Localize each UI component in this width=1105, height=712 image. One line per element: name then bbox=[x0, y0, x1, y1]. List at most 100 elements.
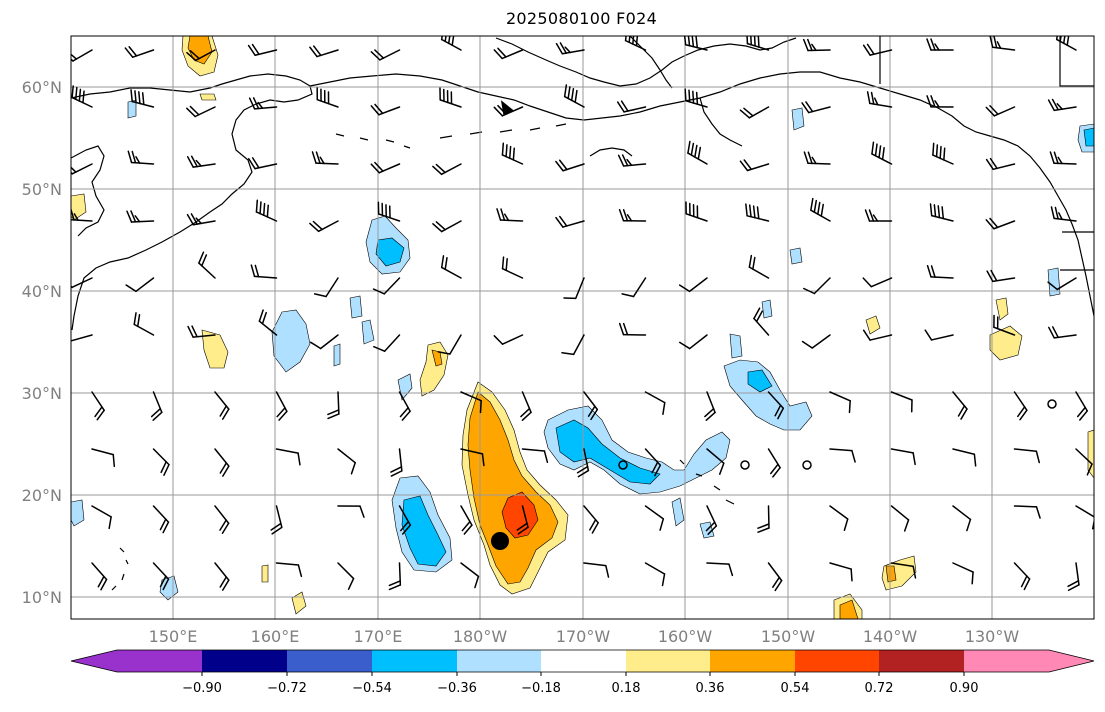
wind-barb bbox=[275, 448, 301, 466]
wind-barb bbox=[924, 329, 954, 341]
coastlines bbox=[71, 36, 1094, 591]
wind-barb bbox=[316, 87, 339, 108]
coastline bbox=[679, 459, 735, 505]
wind-barb bbox=[275, 391, 288, 421]
wind-barb bbox=[460, 562, 480, 589]
wind-barb bbox=[373, 334, 401, 352]
wind-barb bbox=[133, 312, 155, 336]
wind-barb bbox=[801, 101, 831, 114]
positive-anomaly-region bbox=[1087, 429, 1094, 479]
longitude-label: 160°E bbox=[251, 627, 300, 646]
wind-barb bbox=[583, 391, 599, 421]
wind-barb bbox=[125, 277, 155, 293]
colorbar-segment bbox=[795, 650, 879, 672]
colorbar-tick-label: 0.72 bbox=[865, 681, 894, 696]
wind-barb bbox=[890, 448, 916, 466]
wind-barb bbox=[952, 505, 972, 532]
wind-barb bbox=[563, 84, 585, 108]
wind-barbs bbox=[71, 36, 1094, 592]
negative-anomaly-region bbox=[747, 369, 773, 393]
wind-barb bbox=[706, 562, 734, 577]
wind-barb bbox=[618, 208, 647, 222]
colorbar-segment bbox=[626, 650, 710, 672]
wind-barb bbox=[829, 562, 853, 582]
wind-barb bbox=[767, 562, 783, 592]
wind-barb bbox=[186, 155, 216, 168]
latitude-label: 10°N bbox=[22, 588, 62, 607]
negative-anomaly-region bbox=[543, 405, 731, 495]
wind-barb bbox=[493, 334, 524, 345]
wind-barb bbox=[493, 47, 524, 60]
wind-barb bbox=[327, 391, 340, 420]
wind-barb bbox=[309, 220, 339, 233]
negative-anomaly-region bbox=[349, 295, 363, 319]
wind-barb bbox=[71, 277, 93, 289]
longitude-label: 170°E bbox=[354, 627, 403, 646]
wind-barb bbox=[337, 448, 356, 475]
wind-barb bbox=[767, 391, 785, 420]
wind-barb bbox=[460, 448, 485, 467]
latitude-labels: 60°N 50°N 40°N 30°N 20°N 10°N bbox=[22, 78, 62, 607]
wind-barb bbox=[248, 157, 278, 170]
wind-barb bbox=[555, 159, 585, 172]
colorbar-segment bbox=[964, 650, 1049, 672]
wind-barb bbox=[309, 45, 339, 58]
anomaly-shading bbox=[71, 36, 1094, 619]
wind-barb bbox=[644, 448, 662, 477]
negative-anomaly-region bbox=[361, 319, 375, 345]
wind-barb bbox=[248, 97, 278, 110]
negative-anomaly-region bbox=[271, 309, 311, 373]
wind-barb bbox=[767, 448, 781, 478]
tropical-cyclone-marker bbox=[491, 532, 509, 550]
wind-barb bbox=[563, 277, 585, 300]
wind-barb bbox=[186, 49, 216, 62]
wind-barb bbox=[890, 562, 917, 579]
wind-barb bbox=[644, 562, 666, 587]
wind-barb bbox=[71, 163, 93, 175]
wind-barb bbox=[757, 505, 770, 533]
wind-barb bbox=[501, 142, 524, 165]
wind-barb bbox=[255, 199, 278, 222]
wind-barb bbox=[952, 562, 974, 585]
wind-barb bbox=[1075, 391, 1088, 421]
negative-anomaly-region bbox=[671, 497, 685, 527]
wind-barb bbox=[440, 255, 462, 279]
wind-barb bbox=[152, 505, 170, 534]
wind-barb bbox=[1048, 326, 1077, 339]
coastline bbox=[1059, 36, 1094, 87]
wind-barb bbox=[621, 277, 647, 298]
colorbar-segment bbox=[117, 650, 202, 672]
wind-barb bbox=[985, 157, 1016, 171]
wind-barb bbox=[989, 36, 1016, 51]
positive-anomaly-region bbox=[865, 315, 881, 335]
longitude-label: 130°W bbox=[965, 627, 1020, 646]
wind-barb bbox=[152, 448, 170, 476]
wind-barb bbox=[198, 251, 216, 279]
colorbar-tick-label: −0.72 bbox=[267, 681, 307, 696]
negative-anomaly-region bbox=[127, 99, 137, 119]
positive-anomaly-region bbox=[261, 564, 269, 583]
wind-barb bbox=[926, 38, 954, 51]
wind-barb bbox=[952, 448, 977, 467]
wind-barb bbox=[644, 391, 666, 415]
wind-barb bbox=[1075, 448, 1093, 476]
wind-barb bbox=[439, 87, 462, 108]
positive-anomaly-region bbox=[501, 491, 539, 539]
coastline bbox=[629, 36, 673, 89]
longitude-label: 150°W bbox=[761, 627, 816, 646]
coastline bbox=[71, 73, 313, 331]
wind-barb bbox=[432, 163, 462, 176]
wind-barb bbox=[388, 562, 402, 591]
negative-anomaly-region bbox=[401, 495, 447, 567]
wind-barb bbox=[829, 505, 849, 532]
wind-barb bbox=[214, 448, 230, 477]
latitude-label: 30°N bbox=[22, 384, 62, 403]
wind-barb bbox=[496, 208, 524, 222]
wind-barb bbox=[932, 142, 954, 165]
wind-barb bbox=[124, 46, 155, 58]
wind-barb bbox=[678, 277, 708, 293]
wind-barb bbox=[926, 264, 954, 279]
wind-barb bbox=[1013, 448, 1041, 464]
wind-barb bbox=[617, 154, 647, 167]
wind-barb bbox=[706, 448, 725, 475]
